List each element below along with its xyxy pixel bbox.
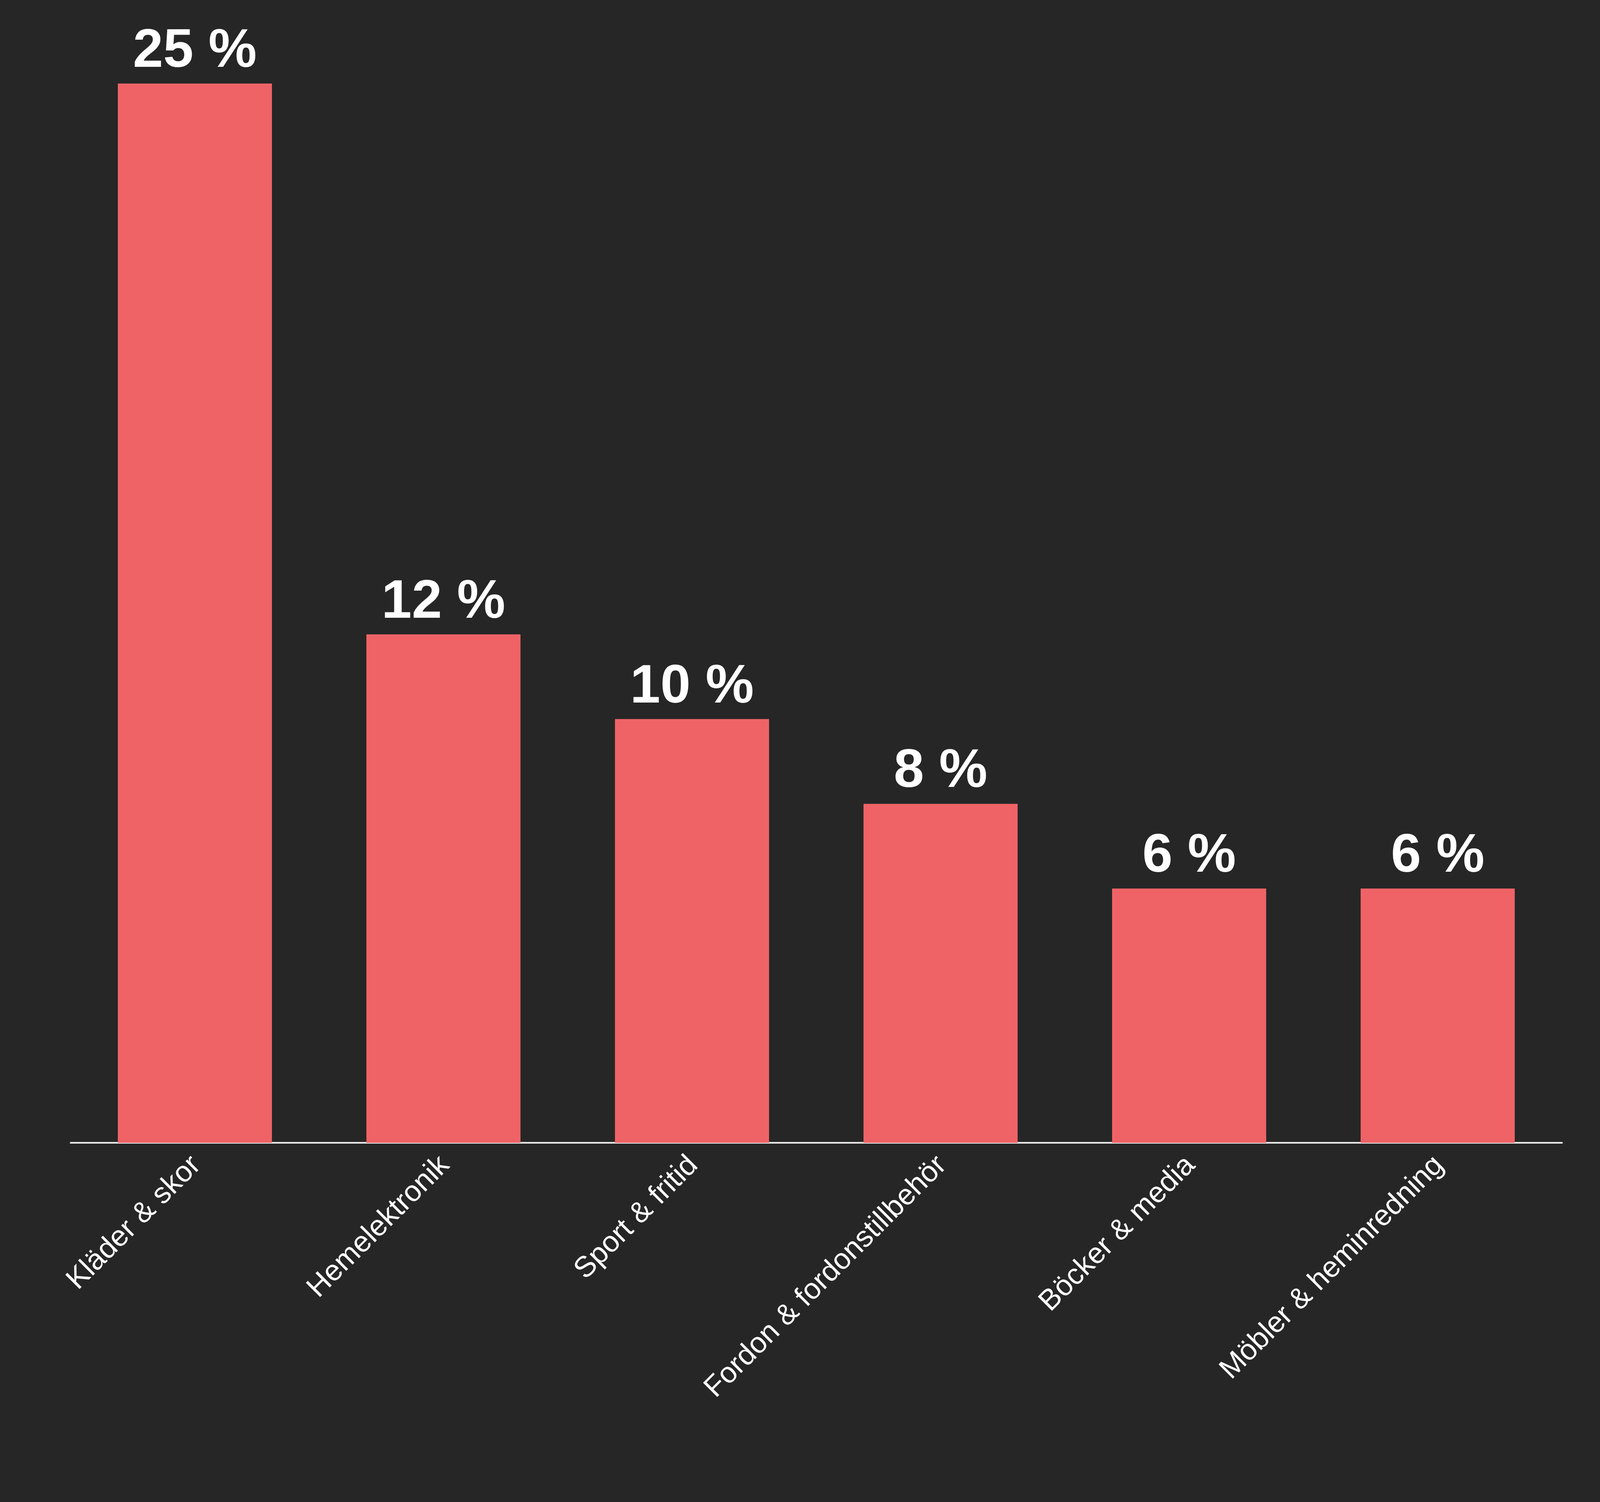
svg-text:Kläder & skor: Kläder & skor <box>59 1147 207 1296</box>
svg-text:Möbler & heminredning: Möbler & heminredning <box>1212 1147 1450 1385</box>
svg-text:8 %: 8 % <box>893 737 988 799</box>
svg-text:Hemelektronik: Hemelektronik <box>299 1147 456 1304</box>
svg-text:25 %: 25 % <box>132 17 257 79</box>
svg-text:10 %: 10 % <box>629 653 754 715</box>
svg-text:6 %: 6 % <box>1142 822 1236 884</box>
svg-text:Böcker & media: Böcker & media <box>1031 1147 1201 1317</box>
svg-text:12 %: 12 % <box>381 568 506 630</box>
svg-text:Fordon & fordonstillbehör: Fordon & fordonstillbehör <box>696 1147 953 1404</box>
svg-text:Sport & fritid: Sport & fritid <box>566 1147 704 1285</box>
svg-text:6 %: 6 % <box>1390 822 1485 884</box>
